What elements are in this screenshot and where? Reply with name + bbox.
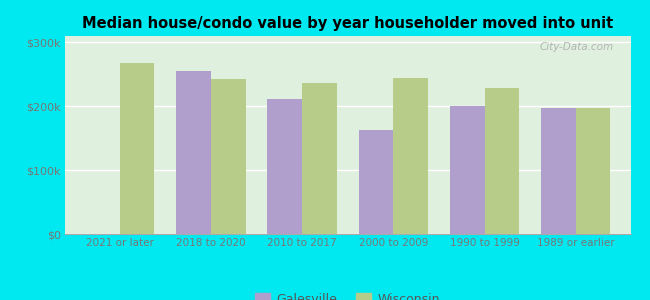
Bar xyxy=(302,82,337,234)
Bar xyxy=(450,106,484,234)
Bar xyxy=(120,63,155,234)
Title: Median house/condo value by year householder moved into unit: Median house/condo value by year househo… xyxy=(82,16,614,31)
Bar xyxy=(268,99,302,234)
Bar xyxy=(176,71,211,234)
Bar xyxy=(484,88,519,234)
Text: City-Data.com: City-Data.com xyxy=(540,42,614,52)
Bar xyxy=(211,79,246,234)
Bar xyxy=(541,107,576,234)
Bar xyxy=(576,108,610,234)
Legend: Galesville, Wisconsin: Galesville, Wisconsin xyxy=(250,288,445,300)
Bar xyxy=(393,78,428,234)
Bar xyxy=(359,130,393,234)
